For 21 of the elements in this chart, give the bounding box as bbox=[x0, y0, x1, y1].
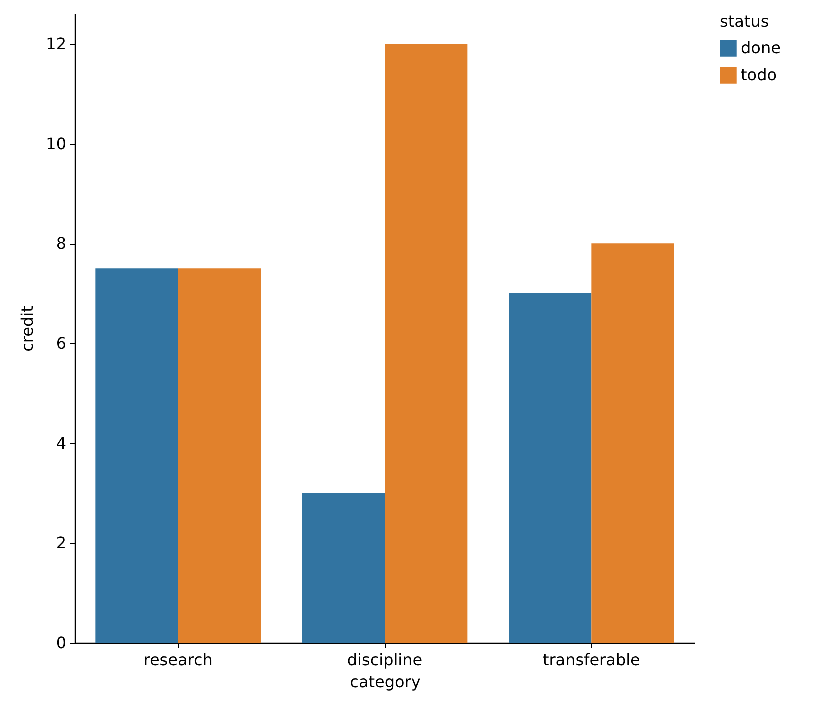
bar bbox=[509, 294, 592, 643]
y-tick-label: 4 bbox=[56, 434, 66, 453]
bar bbox=[96, 268, 178, 643]
y-tick-label: 6 bbox=[56, 334, 66, 353]
x-tick-label: transferable bbox=[542, 650, 640, 670]
x-tick-label: research bbox=[144, 650, 213, 670]
y-tick-label: 0 bbox=[56, 634, 66, 652]
y-tick-label: 2 bbox=[56, 534, 66, 553]
y-axis-title: credit bbox=[18, 306, 38, 352]
legend-label: done bbox=[741, 38, 781, 58]
bar bbox=[592, 244, 674, 643]
legend-title: status bbox=[720, 12, 770, 31]
bar bbox=[178, 268, 261, 643]
x-axis-title: category bbox=[350, 672, 421, 692]
legend-label: todo bbox=[741, 66, 778, 84]
y-tick-label: 12 bbox=[46, 34, 66, 54]
y-tick-label: 8 bbox=[56, 234, 66, 254]
bar bbox=[302, 493, 385, 643]
bar bbox=[385, 44, 468, 643]
y-tick-label: 10 bbox=[46, 134, 66, 154]
x-tick-label: discipline bbox=[347, 650, 423, 670]
